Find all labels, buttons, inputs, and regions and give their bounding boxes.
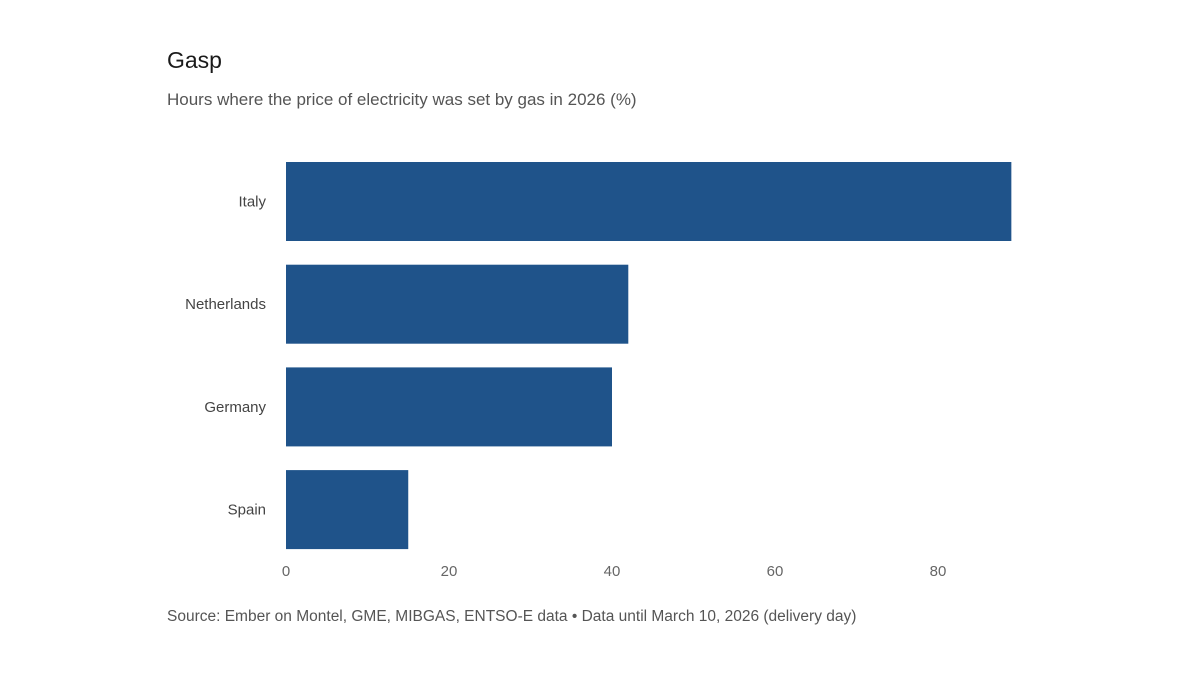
- x-tick-label: 20: [441, 563, 458, 580]
- bar-italy: [286, 162, 1012, 241]
- category-label: Spain: [228, 502, 266, 519]
- x-tick-label: 60: [767, 563, 784, 580]
- source-note: Source: Ember on Montel, GME, MIBGAS, EN…: [167, 608, 857, 625]
- x-tick-label: 40: [604, 563, 621, 580]
- category-label: Netherlands: [185, 296, 266, 313]
- chart-subtitle: Hours where the price of electricity was…: [167, 90, 637, 109]
- chart-title: Gasp: [167, 47, 222, 73]
- category-label: Italy: [238, 194, 266, 211]
- x-tick-label: 0: [282, 563, 290, 580]
- bar-germany: [286, 367, 612, 447]
- bar-netherlands: [286, 264, 629, 344]
- x-tick-label: 80: [930, 563, 947, 580]
- bar-spain: [286, 470, 409, 550]
- category-label: Germany: [204, 399, 266, 416]
